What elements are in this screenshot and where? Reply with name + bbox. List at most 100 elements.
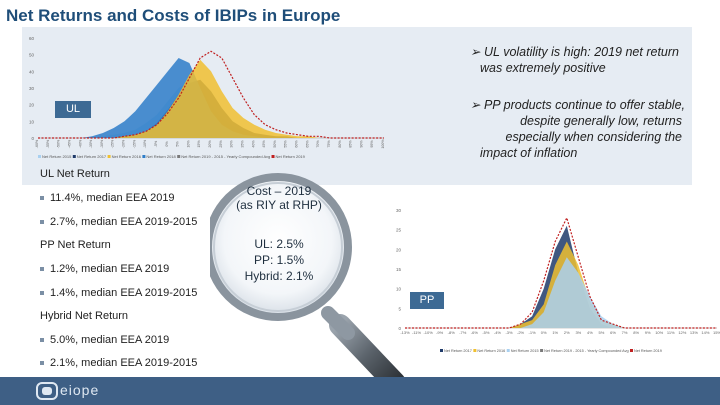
series-area-net-return-2015 xyxy=(405,257,717,328)
x-tick-label: 3% xyxy=(575,330,581,335)
x-tick-label: 100% xyxy=(381,139,385,149)
list-item: 1.2%, median EEA 2019 xyxy=(40,263,169,275)
cost-title-line-1: Cost – 2019 xyxy=(246,184,312,198)
x-tick-label: 11% xyxy=(667,330,675,335)
pp-median-2019: 1.2%, median EEA 2019 xyxy=(50,263,170,275)
ul-net-return-chart: 0 10 20 30 40 50 60 -60% -55% -50% -45% -40% -35% -30… xyxy=(29,36,385,159)
x-tick-label: 35% xyxy=(240,140,244,148)
y-tick-label: 10 xyxy=(29,119,35,124)
x-tick-label: 30% xyxy=(230,140,234,148)
legend-label: Net Return 2019 xyxy=(634,349,662,353)
legend-label: Net Return 2017 xyxy=(77,154,107,159)
legend-swatch xyxy=(629,349,633,352)
callout-pp-stable: ➢ PP products continue to offer stable, … xyxy=(470,97,686,161)
x-tick-label: -5% xyxy=(154,140,158,147)
legend-swatch xyxy=(107,155,111,158)
legend-label: Net Return 2017 xyxy=(444,349,472,353)
legend-label: Net Return 2015 xyxy=(42,154,72,159)
series-line-net-return-2019 xyxy=(405,216,717,329)
arrow-icon: ➢ xyxy=(470,45,481,59)
y-tick-label: 5 xyxy=(398,306,401,311)
x-tick-label: 2% xyxy=(564,330,570,335)
pp-median-2019-2015: 1.4%, median EEA 2019-2015 xyxy=(50,287,198,299)
arrow-icon: ➢ xyxy=(470,98,481,112)
series-area-net-return-2016 xyxy=(38,59,384,139)
x-tick-label: 25% xyxy=(219,140,223,148)
x-tick-label: 4% xyxy=(587,330,593,335)
x-tick-label: 0% xyxy=(165,141,169,147)
x-tick-label: 45% xyxy=(262,140,266,148)
x-tick-label: 5% xyxy=(599,330,605,335)
footer-bar: eiope xyxy=(0,377,720,405)
list-item: 5.0%, median EEA 2019 xyxy=(40,334,169,346)
page-title: Net Returns and Costs of IBIPs in Europe xyxy=(6,6,341,25)
y-tick-label: 0 xyxy=(398,326,401,331)
x-tick-label: -13% xyxy=(400,330,410,335)
x-tick-label: -10% xyxy=(143,139,147,148)
x-tick-label: 0% xyxy=(541,330,547,335)
eiopa-logo-icon xyxy=(36,382,58,400)
bullet-icon xyxy=(40,196,44,201)
legend-swatch xyxy=(72,155,76,158)
y-tick-label: 0 xyxy=(31,136,34,141)
x-tick-label: -10% xyxy=(423,330,433,335)
x-tick-label: -2% xyxy=(517,330,525,335)
x-tick-label: 40% xyxy=(251,140,255,148)
cost-pp: PP: 1.5% xyxy=(253,253,305,267)
x-tick-label: -30% xyxy=(100,139,104,148)
y-tick-label: 30 xyxy=(29,86,35,91)
x-tick-label: 60% xyxy=(295,140,299,148)
legend-label: Net Return 2016 xyxy=(112,154,142,159)
y-tick-label: 50 xyxy=(29,53,35,58)
x-tick-label: 8% xyxy=(633,330,639,335)
callout-pp-line-2: despite generally low, returns xyxy=(520,114,682,128)
x-tick-label: 90% xyxy=(359,140,363,148)
x-tick-label: -15% xyxy=(132,139,136,148)
legend-swatch xyxy=(506,349,510,352)
hybrid-median-2019: 5.0%, median EEA 2019 xyxy=(50,334,170,346)
y-tick-label: 60 xyxy=(29,36,35,41)
callout-pp-line-3: especially when considering the xyxy=(505,130,683,144)
x-tick-label: -25% xyxy=(111,139,115,148)
y-tick-label: 25 xyxy=(396,228,402,233)
bullet-icon xyxy=(40,220,44,225)
legend-label: Net Return 2016 xyxy=(477,349,505,353)
y-tick-label: 15 xyxy=(396,267,402,272)
x-tick-label: 55% xyxy=(284,140,288,148)
legend-label: Net Return 2018 xyxy=(146,154,176,159)
bullet-icon xyxy=(40,361,44,366)
x-tick-label: -50% xyxy=(57,139,61,148)
list-item: 2.7%, median EEA 2019-2015 xyxy=(40,216,197,228)
hybrid-section-heading: Hybrid Net Return xyxy=(40,310,129,322)
x-tick-label: -5% xyxy=(482,330,490,335)
pp-tag: PP xyxy=(410,292,444,309)
x-tick-label: -9% xyxy=(436,330,444,335)
ul-median-2019: 11.4%, median EEA 2019 xyxy=(50,192,175,204)
legend-swatch xyxy=(271,155,275,158)
x-tick-label: -4% xyxy=(494,330,502,335)
x-tick-label: 14% xyxy=(701,330,709,335)
x-tick-label: 95% xyxy=(370,140,374,148)
y-tick-label: 20 xyxy=(396,247,402,252)
x-tick-label: -40% xyxy=(78,139,82,148)
callout-pp-line-1: PP products continue to offer stable, xyxy=(483,98,686,112)
x-tick-label: 10% xyxy=(186,140,190,148)
x-tick-label: 75% xyxy=(327,140,331,148)
x-tick-label: -11% xyxy=(412,330,421,335)
legend-label: Net Return 2019 - 2015 - Yearly Compound… xyxy=(181,154,270,159)
x-tick-label: 15% xyxy=(197,140,201,148)
legend-swatch xyxy=(177,155,181,158)
series-line-net-return-2019 xyxy=(38,50,384,139)
x-tick-label: -20% xyxy=(122,139,126,148)
ul-tag: UL xyxy=(55,101,91,118)
x-tick-label: -8% xyxy=(448,330,456,335)
x-tick-label: -1% xyxy=(529,330,537,335)
list-item: 2.1%, median EEA 2019-2015 xyxy=(40,357,197,369)
legend-swatch xyxy=(473,349,477,352)
x-tick-label: 12% xyxy=(678,330,686,335)
x-tick-label: -6% xyxy=(471,330,479,335)
ul-section-heading: UL Net Return xyxy=(40,168,110,180)
bullet-icon xyxy=(40,267,44,272)
magnifier-icon xyxy=(210,173,406,394)
